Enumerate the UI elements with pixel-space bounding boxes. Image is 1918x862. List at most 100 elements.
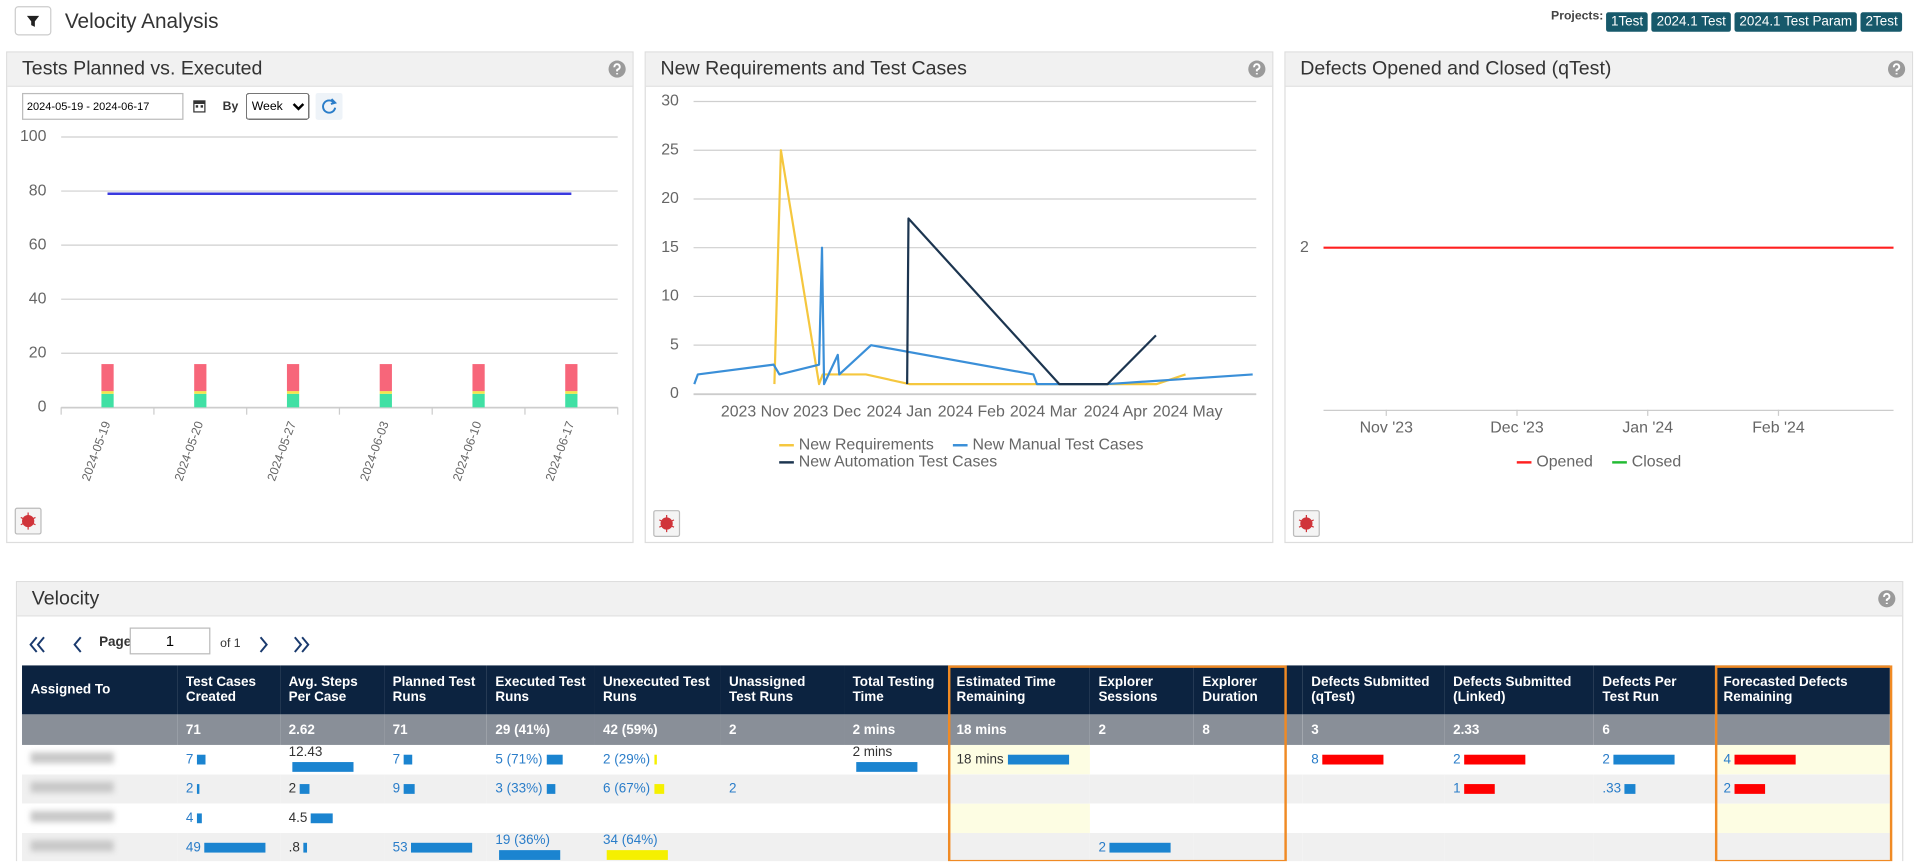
y-tick-label: 40 (29, 290, 47, 307)
bar-segment (101, 364, 113, 391)
cell-value[interactable]: 4 (1724, 752, 1731, 767)
cell-value: .8 (289, 840, 300, 855)
cell-bar (654, 784, 665, 794)
data-row: 712.4375 (71%)2 (29%)2 mins18 mins8224 (22, 745, 1890, 774)
cell (844, 774, 948, 803)
cell-value[interactable]: 53 (393, 840, 408, 855)
cell-bar (292, 762, 353, 772)
cell-value[interactable]: 34 (64%) (603, 833, 658, 848)
cell-value[interactable]: 2 (729, 782, 736, 797)
cell-value[interactable]: 2 (186, 782, 193, 797)
total-cell (1715, 714, 1890, 745)
x-tick-label: Dec '23 (1490, 419, 1544, 436)
legend-label: Opened (1536, 454, 1593, 471)
cell: 53 (384, 833, 487, 861)
panel-title: Velocity (17, 582, 1902, 616)
cell-bar (546, 755, 562, 765)
next-page[interactable] (261, 637, 267, 652)
y-tick-label: 0 (38, 399, 47, 416)
cell-value: 4.5 (289, 811, 308, 826)
column-header: Defects Per Test Run (1594, 665, 1715, 714)
cell-bar (1464, 784, 1495, 794)
total-cell: 42 (59%) (594, 714, 720, 745)
page-input[interactable] (130, 628, 211, 655)
cell-value[interactable]: 2 (1453, 752, 1460, 767)
data-row: 49 .8 53 19 (36%) 34 (64%) 2 (22, 833, 1890, 861)
bar-segment (287, 364, 299, 391)
cell-value[interactable]: 2 (1724, 782, 1731, 797)
cell-value[interactable]: 3 (33%) (495, 782, 542, 797)
charts: 0204060801002024-05-192024-05-202024-05-… (0, 0, 1918, 575)
y-tick-label: 30 (661, 93, 679, 110)
header-row: Assigned ToTest Cases CreatedAvg. Steps … (22, 665, 1890, 714)
cell (1194, 774, 1303, 803)
cell (1194, 833, 1303, 861)
cell-value[interactable]: 2 (1098, 840, 1105, 855)
total-value: 29 (41%) (495, 722, 550, 737)
column-header: Assigned To (22, 665, 177, 714)
cell-bar (197, 784, 199, 794)
help-icon[interactable] (1878, 590, 1896, 608)
blurred-name (31, 782, 114, 793)
blurred-name (31, 840, 114, 851)
cell-value[interactable]: 2 (1602, 752, 1609, 767)
legend-label: New Automation Test Cases (799, 454, 997, 471)
cell (1594, 804, 1715, 833)
cell (1090, 774, 1194, 803)
cell-value[interactable]: 1 (1453, 782, 1460, 797)
bar-segment (472, 364, 484, 391)
cell-value: 18 mins (957, 752, 1004, 767)
page-of: of 1 (220, 637, 240, 650)
total-value: 71 (393, 722, 408, 737)
cell-value[interactable]: 9 (393, 782, 400, 797)
cell: 34 (64%) (594, 833, 720, 861)
x-tick-label: 2024 Apr (1084, 403, 1148, 420)
cell: 2 (29%) (594, 745, 720, 774)
cell: 7 (177, 745, 280, 774)
cell-value[interactable]: 7 (393, 752, 400, 767)
total-value: 42 (59%) (603, 722, 658, 737)
total-cell: 3 (1303, 714, 1445, 745)
cell-value[interactable]: 49 (186, 840, 201, 855)
cell (720, 804, 844, 833)
x-tick-label: 2024-06-10 (450, 419, 485, 483)
cell-bar (607, 850, 668, 860)
cell-value[interactable]: 4 (186, 811, 193, 826)
x-tick-label: Nov '23 (1360, 419, 1414, 436)
y-tick-label: 60 (29, 236, 47, 253)
cell-value[interactable]: 6 (67%) (603, 782, 650, 797)
bar-segment (194, 391, 206, 394)
prev-page[interactable] (75, 637, 81, 652)
velocity-table: Assigned ToTest Cases CreatedAvg. Steps … (22, 665, 1890, 861)
data-row: 44.5 (22, 804, 1890, 833)
x-tick-label: 2024 Jan (866, 403, 931, 420)
cell-bar (1464, 755, 1525, 765)
total-value: 2 (729, 722, 736, 737)
cell-value[interactable]: 5 (71%) (495, 752, 542, 767)
total-value: 2 mins (853, 722, 896, 737)
cell-value[interactable]: 19 (36%) (495, 833, 550, 848)
cell: 19 (36%) (487, 833, 595, 861)
cell (1303, 833, 1445, 861)
cell (1445, 833, 1594, 861)
bar-segment (472, 394, 484, 408)
cell-bar (311, 814, 333, 824)
first-page[interactable] (31, 637, 44, 652)
cell-value[interactable]: 7 (186, 752, 193, 767)
cell (22, 774, 177, 803)
total-cell: 18 mins (948, 714, 1090, 745)
total-cell (22, 714, 177, 745)
cell (720, 833, 844, 861)
cell: 2 (720, 774, 844, 803)
cell-bar (404, 784, 414, 794)
last-page[interactable] (295, 637, 308, 652)
cell: 2 (1090, 833, 1194, 861)
cell-value[interactable]: 8 (1311, 752, 1318, 767)
cell-bar (1007, 755, 1068, 765)
cell-bar (197, 755, 206, 765)
cell-value[interactable]: .33 (1602, 782, 1621, 797)
cell-value[interactable]: 2 (29%) (603, 752, 650, 767)
total-cell: 2.33 (1445, 714, 1594, 745)
x-tick-label: 2024 Feb (938, 403, 1005, 420)
bar-segment (380, 391, 392, 394)
